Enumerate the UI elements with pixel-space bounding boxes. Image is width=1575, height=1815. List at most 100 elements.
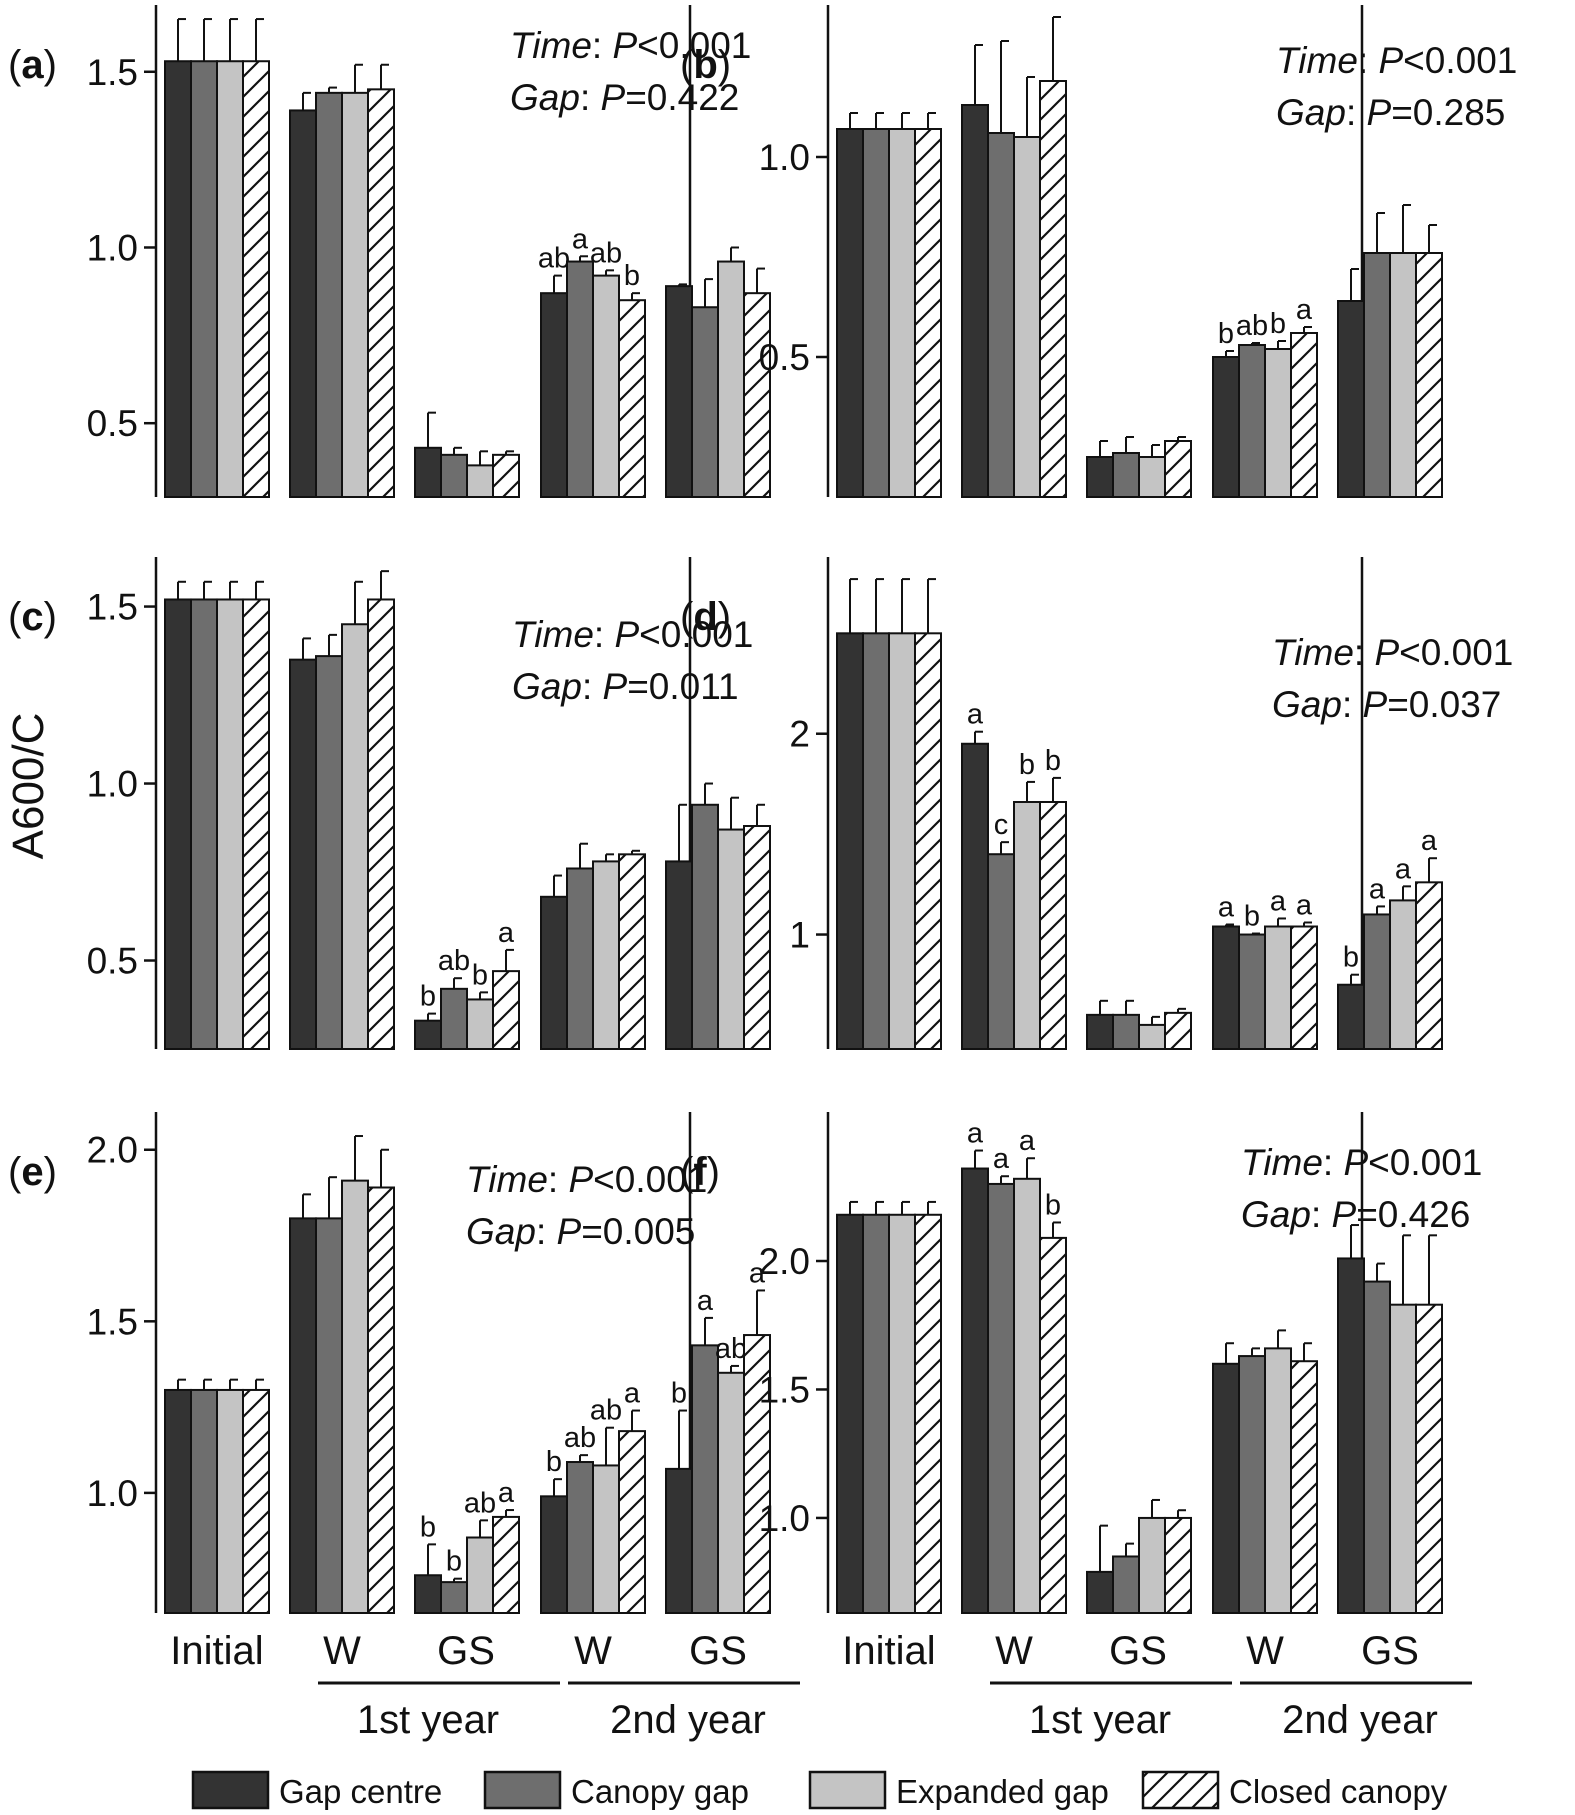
bar: [1337, 1257, 1365, 1614]
x-category-label: W: [574, 1629, 612, 1673]
bar: [665, 860, 693, 1051]
bar: [1264, 1347, 1292, 1615]
bar: [1013, 136, 1041, 498]
bar: [566, 260, 594, 498]
bar: [1138, 1023, 1166, 1051]
bar: [1039, 1236, 1067, 1615]
stats-gap: Gap: P=0.426: [1241, 1194, 1470, 1235]
y-tick-label: 1: [789, 915, 810, 956]
bar: [1389, 252, 1417, 498]
bar: [242, 598, 270, 1050]
bar: [987, 132, 1015, 498]
bar: [1290, 1360, 1318, 1614]
significance-letter: a: [1421, 825, 1438, 857]
bar: [691, 1344, 719, 1614]
y-tick-label: 1.5: [87, 587, 138, 628]
x-category-label: W: [1246, 1629, 1284, 1673]
bar: [1212, 356, 1240, 498]
panel-label: (d): [680, 595, 731, 639]
bar: [1363, 1280, 1391, 1614]
bar: [1415, 252, 1443, 498]
stats-time: Time: P<0.001: [512, 614, 753, 655]
bar: [665, 1467, 693, 1614]
y-tick-label: 2: [789, 714, 810, 755]
significance-letter: b: [446, 1546, 462, 1578]
significance-letter: ab: [464, 1487, 496, 1519]
bar: [836, 128, 864, 498]
significance-letter: ab: [538, 243, 570, 275]
significance-letter: a: [1296, 294, 1313, 326]
bar: [836, 1213, 864, 1615]
bar: [315, 1217, 343, 1614]
bar: [987, 1182, 1015, 1614]
bar: [492, 453, 520, 499]
significance-letter: b: [624, 260, 640, 292]
bar: [440, 1581, 468, 1615]
bar: [691, 803, 719, 1050]
bar: [888, 1213, 916, 1615]
stats-gap: Gap: P=0.285: [1276, 92, 1505, 133]
bar: [836, 632, 864, 1050]
bar: [1039, 800, 1067, 1050]
significance-letter: ab: [590, 237, 622, 269]
bar: [1164, 1516, 1192, 1615]
significance-letter: b: [1244, 901, 1260, 933]
year-label: 1st year: [1029, 1698, 1171, 1742]
legend-label: Gap centre: [279, 1773, 442, 1810]
bar: [492, 1515, 520, 1615]
bar: [341, 1179, 369, 1614]
year-label: 2nd year: [1282, 1698, 1438, 1742]
bar: [592, 1464, 620, 1614]
x-category-label: GS: [437, 1629, 495, 1673]
significance-letter: ab: [715, 1333, 747, 1365]
significance-letter: c: [994, 809, 1009, 841]
significance-letter: b: [1343, 942, 1359, 974]
stats-time: Time: P<0.001: [1241, 1142, 1482, 1183]
y-tick-label: 1.5: [87, 1301, 138, 1342]
significance-letter: a: [697, 1285, 714, 1317]
x-category-label: W: [323, 1629, 361, 1673]
bar: [592, 274, 620, 498]
bar: [242, 1388, 270, 1614]
significance-letter: a: [1270, 885, 1287, 917]
bar: [987, 853, 1015, 1051]
bar: [888, 128, 916, 498]
bar: [1264, 925, 1292, 1050]
bar: [540, 1495, 568, 1614]
bar: [862, 128, 890, 498]
y-tick-label: 1.0: [87, 227, 138, 268]
bar: [1337, 983, 1365, 1050]
y-tick-label: 1.5: [759, 1369, 810, 1410]
year-label: 2nd year: [610, 1698, 766, 1742]
x-axis-labels: Initial W GS W GS 1st year 2nd year Initial W GS W…: [170, 1629, 1472, 1742]
bar: [961, 104, 989, 498]
significance-letter: b: [1218, 318, 1234, 350]
bar: [367, 598, 395, 1050]
legend-swatch-eg: [808, 1770, 887, 1810]
bar: [1138, 1516, 1166, 1615]
bar: [665, 285, 693, 498]
significance-letter: a: [1369, 873, 1386, 905]
significance-letter: a: [1019, 1125, 1036, 1157]
y-tick-label: 0.5: [759, 337, 810, 378]
bar: [216, 598, 244, 1050]
significance-letter: b: [546, 1446, 562, 1478]
significance-letter: a: [967, 699, 984, 731]
y-tick-label: 1.0: [87, 1473, 138, 1514]
bar: [961, 742, 989, 1050]
bar: [1086, 1570, 1114, 1615]
bar: [289, 1217, 317, 1614]
bar: [216, 1388, 244, 1614]
panel-label: (b): [680, 43, 731, 87]
bar: [1013, 800, 1041, 1050]
bar: [618, 299, 646, 499]
bar: [1164, 1011, 1192, 1051]
year-label: 1st year: [357, 1698, 499, 1742]
bar: [414, 1019, 442, 1051]
